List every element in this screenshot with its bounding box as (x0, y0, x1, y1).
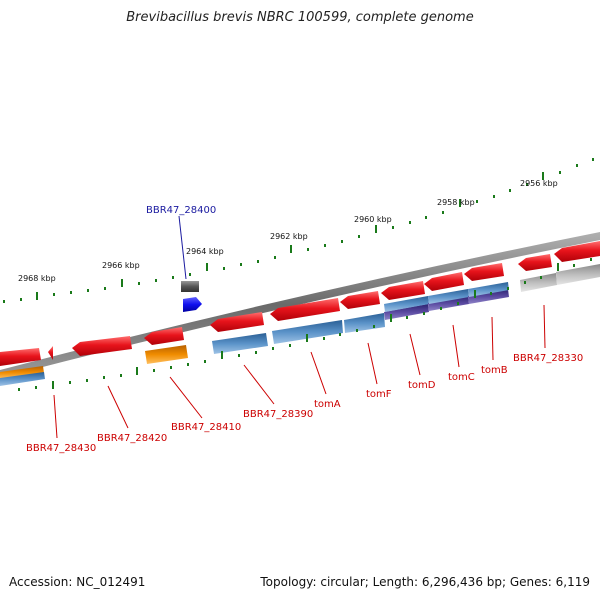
gene-label-bbr47-28410[interactable]: BBR47_28410 (171, 422, 241, 433)
gene-block[interactable] (520, 273, 557, 292)
gene-block[interactable] (181, 281, 199, 292)
gene-label-tomf[interactable]: tomF (366, 389, 392, 400)
gene-arrow[interactable] (554, 241, 600, 262)
label-leaders (53, 215, 546, 439)
gene-arrow[interactable] (210, 312, 264, 332)
gene-label-toma[interactable]: tomA (314, 399, 341, 410)
annotation-genes (0, 264, 600, 386)
gene-label-bbr47-28430[interactable]: BBR47_28430 (26, 443, 96, 454)
gene-block[interactable] (0, 372, 45, 386)
ruler-inner-dots (18, 258, 592, 391)
genome-backbone (0, 232, 600, 378)
gene-block[interactable] (145, 345, 188, 364)
genome-title: Brevibacillus brevis NBRC 100599, comple… (126, 10, 474, 25)
ruler-label-2958: 2958 kbp (437, 198, 475, 207)
gene-block[interactable] (384, 304, 429, 320)
gene-block[interactable] (384, 296, 429, 312)
gene-arrow[interactable] (464, 263, 504, 281)
gene-block[interactable] (428, 289, 469, 304)
ruler-label-2960: 2960 kbp (354, 215, 392, 224)
ruler-label-2966: 2966 kbp (102, 261, 140, 270)
ruler-label-2968: 2968 kbp (18, 274, 56, 283)
forward-strand-genes (0, 241, 600, 366)
gene-arrow[interactable] (381, 281, 425, 300)
gene-arrow[interactable] (340, 291, 380, 309)
gene-label-bbr47-28390[interactable]: BBR47_28390 (243, 409, 313, 420)
gene-arrow[interactable] (0, 348, 41, 366)
gene-block[interactable] (468, 289, 509, 304)
gene-arrow[interactable] (424, 272, 464, 291)
gene-arrow[interactable] (48, 346, 53, 360)
genome-summary-text: Topology: circular; Length: 6,296,436 bp… (260, 575, 590, 589)
gene-label-tomb[interactable]: tomB (481, 365, 508, 376)
gene-label-bbr47-28400[interactable]: BBR47_28400 (146, 205, 216, 216)
ruler-outer-dots (3, 158, 594, 303)
gene-block[interactable] (468, 282, 509, 297)
gene-arrow[interactable] (72, 336, 132, 356)
gene-block[interactable] (0, 366, 44, 379)
gene-block[interactable] (272, 320, 343, 344)
gene-block[interactable] (212, 333, 268, 354)
gene-arrow[interactable] (144, 327, 184, 345)
gene-label-tomd[interactable]: tomD (408, 380, 436, 391)
gene-label-tomc[interactable]: tomC (448, 372, 475, 383)
gene-label-bbr47-28330[interactable]: BBR47_28330 (513, 353, 583, 364)
gene-arrow[interactable] (270, 298, 340, 321)
gene-block[interactable] (556, 264, 600, 285)
ruler-label-2956: 2956 kbp (520, 179, 558, 188)
gene-block[interactable] (428, 296, 469, 311)
gene-label-bbr47-28420[interactable]: BBR47_28420 (97, 433, 167, 444)
gene-arrow[interactable] (183, 297, 202, 312)
gene-block[interactable] (344, 313, 385, 333)
ruler-label-2964: 2964 kbp (186, 247, 224, 256)
gene-arrow[interactable] (518, 254, 552, 271)
accession-text: Accession: NC_012491 (9, 575, 146, 589)
ruler-label-2962: 2962 kbp (270, 232, 308, 241)
